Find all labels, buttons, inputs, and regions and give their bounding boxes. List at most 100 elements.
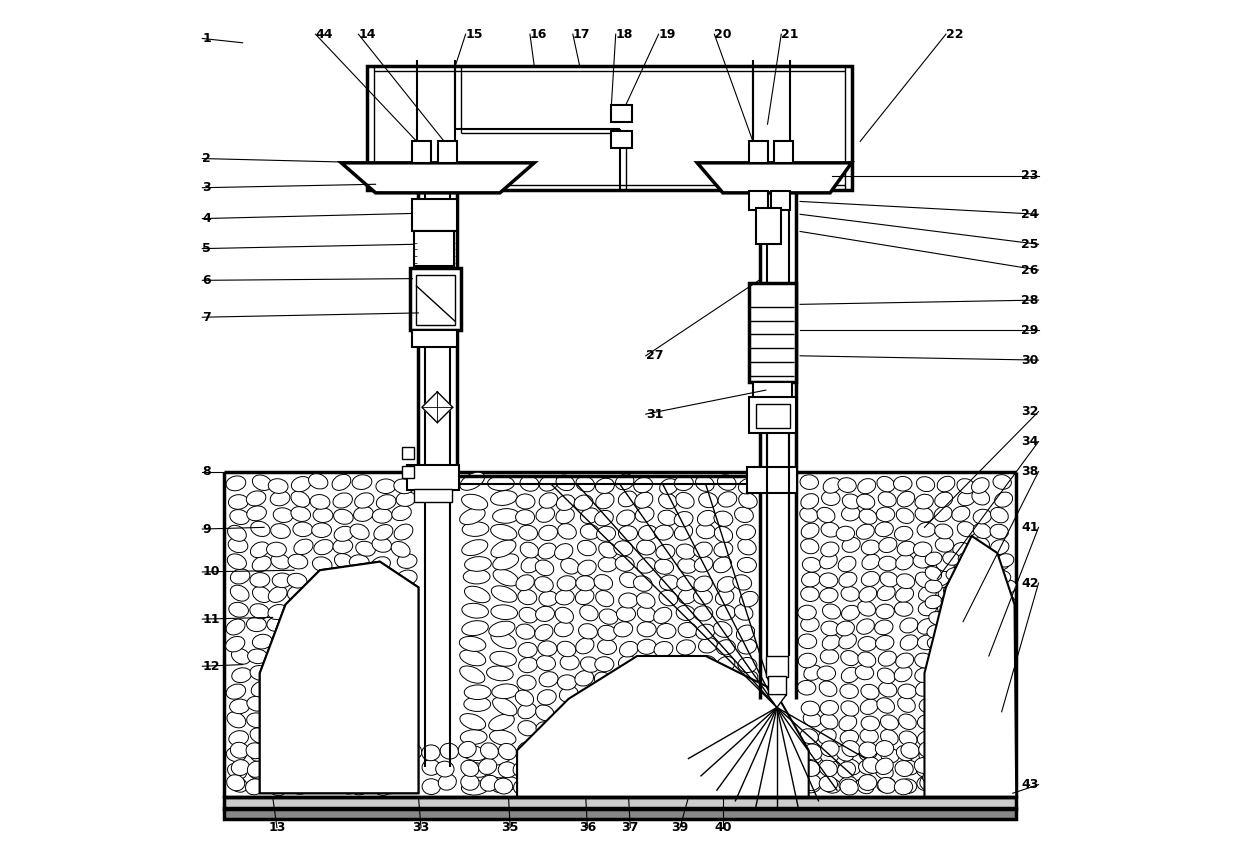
Ellipse shape bbox=[394, 651, 414, 667]
Ellipse shape bbox=[942, 552, 960, 565]
Ellipse shape bbox=[900, 617, 918, 633]
Ellipse shape bbox=[580, 524, 599, 540]
Ellipse shape bbox=[959, 783, 976, 796]
Ellipse shape bbox=[820, 573, 838, 587]
Ellipse shape bbox=[637, 606, 656, 622]
Ellipse shape bbox=[531, 774, 549, 790]
Ellipse shape bbox=[250, 666, 270, 681]
Ellipse shape bbox=[226, 476, 246, 491]
Text: 15: 15 bbox=[465, 28, 484, 41]
Ellipse shape bbox=[596, 527, 615, 541]
Ellipse shape bbox=[246, 779, 264, 795]
Ellipse shape bbox=[615, 556, 634, 572]
Ellipse shape bbox=[929, 695, 945, 709]
Ellipse shape bbox=[309, 760, 326, 777]
Ellipse shape bbox=[839, 777, 857, 792]
Ellipse shape bbox=[253, 475, 272, 490]
Ellipse shape bbox=[398, 775, 417, 791]
Ellipse shape bbox=[269, 729, 288, 746]
Ellipse shape bbox=[782, 742, 801, 759]
Ellipse shape bbox=[894, 527, 913, 541]
Ellipse shape bbox=[291, 507, 310, 521]
Ellipse shape bbox=[394, 619, 414, 636]
Ellipse shape bbox=[312, 557, 332, 572]
Ellipse shape bbox=[658, 510, 677, 526]
Ellipse shape bbox=[331, 747, 351, 762]
Ellipse shape bbox=[634, 691, 653, 707]
Ellipse shape bbox=[699, 720, 718, 734]
Ellipse shape bbox=[461, 774, 479, 790]
Ellipse shape bbox=[977, 649, 996, 663]
Bar bbox=[223, 808, 1017, 819]
Ellipse shape bbox=[686, 761, 703, 778]
Ellipse shape bbox=[331, 727, 350, 743]
Ellipse shape bbox=[939, 744, 957, 759]
Ellipse shape bbox=[374, 731, 394, 746]
Ellipse shape bbox=[579, 605, 598, 621]
Ellipse shape bbox=[557, 641, 575, 656]
Text: 19: 19 bbox=[658, 28, 676, 41]
Ellipse shape bbox=[960, 580, 977, 593]
Ellipse shape bbox=[820, 714, 838, 729]
Ellipse shape bbox=[982, 741, 999, 754]
Ellipse shape bbox=[397, 492, 415, 507]
Ellipse shape bbox=[537, 656, 556, 670]
Ellipse shape bbox=[802, 760, 820, 777]
Ellipse shape bbox=[536, 705, 554, 721]
Ellipse shape bbox=[842, 538, 861, 553]
Ellipse shape bbox=[963, 714, 981, 727]
Text: 11: 11 bbox=[202, 612, 219, 625]
Ellipse shape bbox=[301, 777, 320, 792]
Ellipse shape bbox=[675, 524, 693, 540]
Ellipse shape bbox=[655, 525, 673, 540]
Ellipse shape bbox=[977, 558, 994, 573]
Ellipse shape bbox=[898, 684, 916, 699]
Ellipse shape bbox=[253, 634, 272, 649]
Ellipse shape bbox=[534, 624, 553, 641]
Ellipse shape bbox=[366, 775, 383, 792]
Ellipse shape bbox=[916, 762, 935, 777]
Ellipse shape bbox=[365, 745, 382, 760]
Ellipse shape bbox=[937, 775, 956, 791]
Bar bbox=[414, 488, 451, 501]
Ellipse shape bbox=[842, 494, 861, 509]
Ellipse shape bbox=[925, 579, 942, 593]
Text: 35: 35 bbox=[501, 821, 518, 834]
Ellipse shape bbox=[489, 621, 515, 637]
Ellipse shape bbox=[577, 704, 595, 720]
Ellipse shape bbox=[231, 585, 249, 601]
Text: 44: 44 bbox=[315, 28, 334, 41]
Ellipse shape bbox=[842, 605, 859, 620]
Ellipse shape bbox=[675, 656, 694, 671]
Ellipse shape bbox=[377, 602, 397, 617]
Ellipse shape bbox=[391, 541, 410, 557]
Ellipse shape bbox=[480, 775, 498, 792]
Ellipse shape bbox=[991, 507, 1008, 523]
Ellipse shape bbox=[491, 525, 517, 540]
Ellipse shape bbox=[951, 604, 970, 619]
Ellipse shape bbox=[657, 624, 676, 638]
Ellipse shape bbox=[918, 522, 935, 537]
Ellipse shape bbox=[697, 510, 715, 526]
Ellipse shape bbox=[345, 740, 362, 757]
Ellipse shape bbox=[330, 617, 350, 633]
Ellipse shape bbox=[935, 524, 952, 539]
Ellipse shape bbox=[957, 731, 975, 746]
Ellipse shape bbox=[818, 729, 836, 744]
Ellipse shape bbox=[972, 744, 990, 759]
Polygon shape bbox=[697, 163, 852, 193]
Ellipse shape bbox=[878, 556, 897, 571]
Ellipse shape bbox=[311, 636, 331, 650]
Ellipse shape bbox=[975, 729, 993, 744]
Ellipse shape bbox=[913, 553, 931, 568]
Ellipse shape bbox=[994, 698, 1012, 711]
Ellipse shape bbox=[839, 715, 857, 731]
Ellipse shape bbox=[397, 570, 417, 585]
Ellipse shape bbox=[738, 558, 756, 572]
Bar bbox=[414, 231, 455, 266]
Ellipse shape bbox=[314, 665, 334, 681]
Ellipse shape bbox=[557, 743, 574, 759]
Ellipse shape bbox=[580, 656, 599, 672]
Ellipse shape bbox=[804, 748, 822, 764]
Ellipse shape bbox=[498, 743, 516, 759]
